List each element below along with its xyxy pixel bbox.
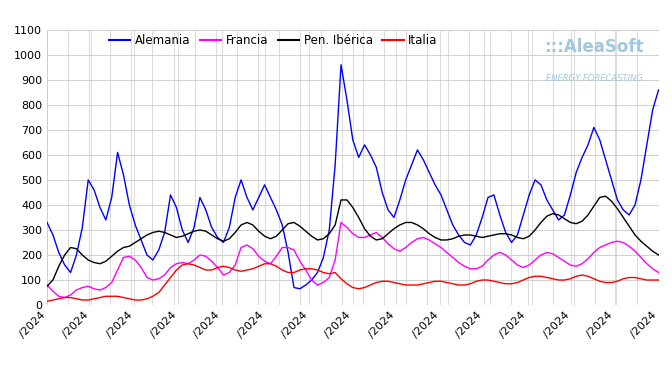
Pen. Ibérica [308,234,316,238]
Francia [313,283,322,287]
Alemania [501,230,509,235]
Alemania [278,223,286,227]
Francia [60,295,69,300]
Pen. Ibérica [655,253,663,257]
Italia [496,280,504,285]
Italia [184,262,192,266]
Pen. Ibérica [490,233,498,237]
Pen. Ibérica [125,244,133,248]
Line: Pen. Ibérica: Pen. Ibérica [47,196,659,286]
Line: Italia: Italia [47,264,659,301]
Alemania [43,220,51,225]
Pen. Ibérica [648,249,657,253]
Alemania [125,203,133,207]
Alemania [49,233,57,237]
Pen. Ibérica [43,284,51,289]
Francia [49,289,57,294]
Text: :::AleaSoft: :::AleaSoft [544,38,643,56]
Francia [501,253,509,257]
Legend: Alemania, Francia, Pen. Ibérica, Italia: Alemania, Francia, Pen. Ibérica, Italia [104,30,442,52]
Alemania [296,286,304,291]
Italia [655,278,663,282]
Italia [490,279,498,283]
Francia [337,220,345,225]
Italia [313,268,322,272]
Francia [655,270,663,275]
Italia [125,296,133,301]
Francia [43,283,51,287]
Francia [131,258,139,262]
Line: Alemania: Alemania [47,65,659,289]
Line: Francia: Francia [47,222,659,298]
Pen. Ibérica [484,234,492,238]
Francia [496,250,504,255]
Alemania [496,213,504,217]
Text: ENERGY FORECASTING: ENERGY FORECASTING [546,74,643,83]
Alemania [313,270,322,275]
Alemania [655,87,663,92]
Pen. Ibérica [49,278,57,282]
Francia [284,245,292,250]
Italia [49,298,57,302]
Pen. Ibérica [601,194,610,198]
Italia [43,299,51,304]
Italia [648,278,657,282]
Alemania [337,62,345,67]
